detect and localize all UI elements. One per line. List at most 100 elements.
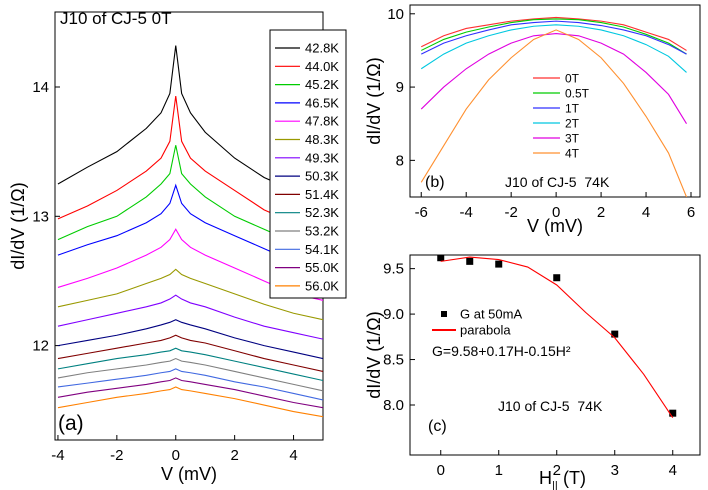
x-tick-label: 2	[230, 447, 238, 464]
legend-label: 55.0K	[305, 260, 339, 275]
y-axis-label: dI/dV (1/Ω)	[364, 311, 384, 399]
series-line	[57, 145, 323, 250]
legend-label: 52.3K	[305, 205, 339, 220]
x-axis-label: H	[539, 468, 552, 488]
legend-label: 0.5T	[565, 87, 590, 101]
legend-label: 49.3K	[305, 150, 339, 165]
y-tick-label: 10	[387, 6, 404, 23]
legend-label: 51.4K	[305, 187, 339, 202]
equation: G=9.58+0.17H-0.15H²	[432, 343, 571, 359]
series-line	[420, 20, 687, 55]
x-tick-label: 0	[552, 204, 560, 221]
data-point	[466, 257, 474, 265]
series-line	[57, 377, 323, 409]
legend-label: 47.8K	[305, 114, 339, 129]
series-line	[57, 95, 323, 230]
legend-label: 1T	[565, 102, 580, 116]
y-tick-label: 9	[396, 79, 404, 96]
series-line	[420, 24, 687, 73]
x-tick-label: -2	[110, 447, 123, 464]
panel-label: (a)	[58, 412, 84, 435]
x-tick-label: 4	[289, 447, 297, 464]
y-tick-label: 8.5	[383, 352, 404, 369]
y-tick-label: 9.5	[383, 261, 404, 278]
data-point	[669, 409, 677, 417]
legend-label: 45.2K	[305, 77, 339, 92]
x-tick-label: 2	[553, 462, 561, 479]
series-line	[420, 16, 687, 51]
series-layer	[57, 45, 323, 418]
series-line	[420, 29, 688, 197]
legend-label: 48.3K	[305, 132, 339, 147]
series-line	[57, 386, 323, 418]
legend-label: 54.1K	[305, 242, 339, 257]
series-line	[420, 18, 687, 55]
y-tick-label: 8	[396, 152, 404, 169]
series-line	[420, 33, 687, 125]
plot-frame	[409, 4, 701, 198]
panel: -4 -2 0 2 4 12 13 14 42.8K 44.0K 45.2K 46.5K 47.8K 48…	[32, 11, 347, 464]
x-axis-label-subscript: ||	[552, 480, 558, 490]
x-tick-label: -4	[460, 204, 473, 221]
series-line	[57, 368, 323, 401]
legend-label: 56.0K	[305, 278, 339, 293]
x-tick-label: 6	[687, 204, 695, 221]
x-axis-label-unit: (T)	[563, 468, 586, 488]
data-point	[553, 274, 561, 282]
series-line	[57, 319, 323, 360]
series-line	[57, 268, 323, 321]
y-tick-label: 8.0	[383, 397, 404, 414]
legend-label: 46.5K	[305, 95, 339, 110]
x-tick-label: 2	[597, 204, 605, 221]
x-tick-label: -4	[51, 447, 64, 464]
x-tick-label: 0	[437, 462, 445, 479]
legend-label: 44.0K	[305, 59, 339, 74]
data-point	[437, 255, 445, 262]
data-point	[495, 260, 503, 268]
series-line	[57, 294, 323, 340]
annotation: J10 of CJ-5 74K	[498, 398, 603, 414]
x-tick-label: 1	[495, 462, 503, 479]
plot-frame	[409, 254, 701, 456]
legend-label: parabola	[460, 323, 511, 338]
panel-title: J10 of CJ-5 0T	[60, 9, 172, 28]
series-layer	[437, 255, 677, 419]
series-line	[57, 45, 323, 204]
panel-label: (b)	[425, 174, 445, 191]
x-axis-label: V (mV)	[527, 216, 583, 236]
series-line	[57, 228, 323, 301]
plots: -4 -2 0 2 412131442.8K44.0K45.2K46.5K47.8K48…	[32, 4, 701, 479]
annotation: J10 of CJ-5 74K	[505, 174, 610, 190]
x-tick-label: 4	[642, 204, 650, 221]
x-tick-label: 3	[611, 462, 619, 479]
legend-label: 2T	[565, 117, 580, 131]
x-axis-label: V (mV)	[161, 464, 217, 484]
legend-marker	[441, 311, 447, 317]
legend-box	[269, 29, 347, 299]
series-line	[57, 357, 323, 392]
y-tick-label: 12	[32, 338, 49, 355]
series-line	[57, 183, 323, 269]
legend-label: 3T	[565, 132, 580, 146]
series-line	[440, 256, 674, 419]
x-tick-label: -2	[504, 204, 517, 221]
legend-label: 4T	[565, 147, 580, 161]
data-point	[611, 330, 619, 338]
series-line	[57, 334, 323, 373]
series-layer	[420, 16, 688, 197]
x-tick-label: 4	[669, 462, 677, 479]
y-axis-label: dI/dV (1/Ω)	[364, 57, 384, 145]
y-tick-label: 14	[32, 79, 49, 96]
legend-label: 50.3K	[305, 169, 339, 184]
legend-label: 42.8K	[305, 41, 339, 56]
legend-label: 0T	[565, 72, 580, 86]
panel-label: (c)	[428, 418, 447, 435]
y-tick-label: 13	[32, 208, 49, 225]
legend-label: G at 50mA	[460, 307, 522, 322]
series-line	[57, 347, 323, 382]
x-tick-label: -6	[415, 204, 428, 221]
